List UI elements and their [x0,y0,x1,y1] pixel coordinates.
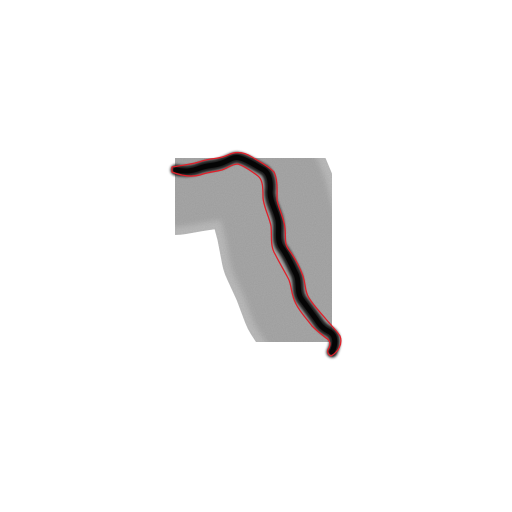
filament-core [173,155,338,355]
segmentation-outline [171,151,342,357]
filament [170,152,341,358]
